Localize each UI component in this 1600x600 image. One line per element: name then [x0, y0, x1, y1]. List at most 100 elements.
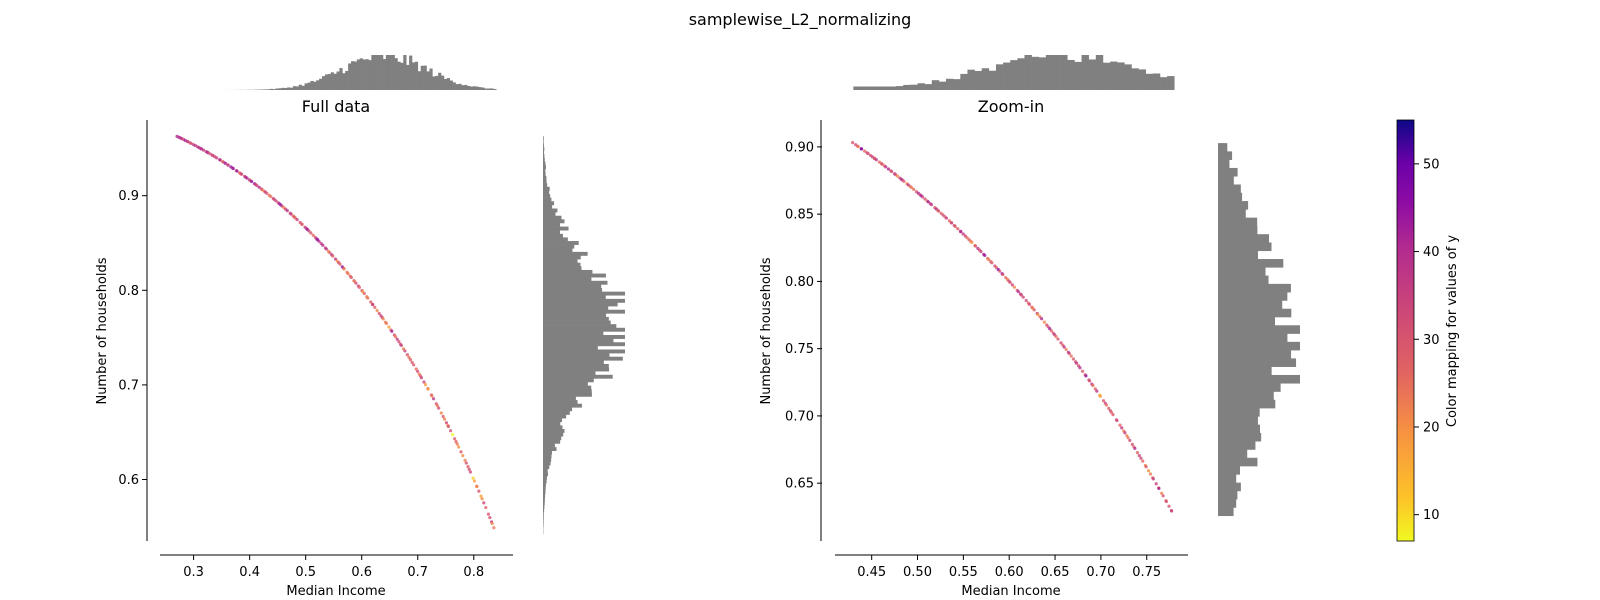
scatter-point — [457, 445, 461, 449]
scatter-point — [1021, 295, 1025, 299]
scatter-points-zoom-in — [851, 141, 1174, 513]
scatter-point — [949, 221, 954, 225]
histogram-bar — [411, 62, 416, 90]
x-tick-label: 0.55 — [949, 565, 978, 580]
histogram-bar — [1218, 432, 1262, 442]
histogram-bar — [1088, 59, 1097, 90]
scatter-point — [1101, 399, 1106, 403]
scatter-point — [1084, 374, 1088, 378]
x-tick-label: 0.7 — [407, 565, 428, 580]
scatter-point — [1071, 357, 1076, 361]
histogram-bar — [543, 277, 592, 282]
scatter-point — [403, 349, 407, 353]
histogram-bar — [543, 479, 547, 484]
scatter-point — [1010, 283, 1014, 287]
x-tick-label: 0.3 — [183, 565, 204, 580]
histogram-bar — [301, 85, 305, 90]
histogram-bar — [1218, 466, 1240, 475]
scatter-point — [998, 269, 1002, 273]
scatter-point — [1130, 442, 1134, 446]
histogram-bar — [543, 139, 544, 144]
histogram-bar — [543, 371, 596, 376]
scatter-point — [1059, 341, 1063, 345]
x-tick-label: 0.75 — [1132, 565, 1161, 580]
scatter-point — [324, 247, 329, 251]
scatter-point — [1128, 438, 1132, 443]
histogram-bar — [931, 80, 940, 90]
histogram-bar — [910, 84, 918, 90]
colorbar-tick-label: 20 — [1423, 420, 1440, 435]
scatter-point — [468, 470, 473, 474]
top-histogram-full-data — [205, 55, 497, 90]
x-tick-label: 0.5 — [295, 565, 316, 580]
scatter-point — [492, 526, 496, 530]
histogram-bar — [1167, 76, 1175, 90]
scatter-point — [1148, 472, 1153, 476]
histogram-bar — [298, 84, 302, 90]
histogram-bar — [1218, 482, 1241, 492]
histogram-bar — [455, 84, 459, 90]
scatter-point — [484, 505, 488, 510]
right-histogram-full-data — [543, 136, 625, 535]
histogram-bar — [394, 58, 398, 90]
scatter-point — [466, 465, 470, 469]
histogram-bar — [371, 55, 375, 90]
scatter-point — [295, 218, 299, 222]
histogram-bar — [1053, 55, 1061, 90]
histogram-bar — [543, 295, 606, 300]
histogram-bar — [295, 86, 300, 90]
scatter-point — [439, 411, 443, 415]
scatter-point — [448, 429, 453, 433]
histogram-bar — [307, 82, 311, 90]
scatter-point — [390, 329, 394, 333]
histogram-bar — [348, 63, 352, 90]
scatter-point — [269, 194, 273, 199]
histogram-bar — [543, 443, 555, 448]
histogram-bar — [1218, 457, 1258, 467]
histogram-bar — [543, 262, 581, 267]
scatter-point — [1064, 347, 1068, 352]
histogram-bar — [400, 62, 404, 90]
histogram-bar — [543, 392, 592, 397]
histogram-bar — [490, 88, 494, 90]
histogram-bar — [543, 320, 611, 325]
histogram-bar — [543, 353, 610, 357]
histogram-bar — [380, 55, 384, 90]
histogram-bar — [1218, 167, 1238, 177]
histogram-bar — [467, 85, 471, 90]
scatter-point — [944, 216, 949, 220]
histogram-bar — [478, 87, 482, 90]
histogram-bar — [543, 219, 565, 224]
histogram-bar — [321, 76, 326, 90]
scatter-point — [459, 450, 463, 454]
scatter-point — [1075, 361, 1079, 365]
scatter-point — [357, 285, 362, 289]
histogram-bar — [543, 439, 561, 444]
histogram-bar — [1218, 408, 1260, 417]
histogram-bar — [1218, 333, 1288, 343]
histogram-bar — [543, 483, 546, 488]
scatter-point — [393, 335, 398, 339]
histogram-bar — [1218, 176, 1234, 185]
scatter-point — [480, 497, 484, 501]
y-tick-label: 0.6 — [118, 473, 139, 488]
histogram-bar — [1218, 283, 1291, 293]
histogram-bar — [1102, 62, 1111, 90]
scatter-point — [349, 275, 353, 280]
histogram-bar — [543, 374, 613, 379]
scatter-point — [397, 340, 401, 344]
scatter-point — [1118, 423, 1122, 427]
histogram-bar — [1218, 424, 1261, 434]
colorbar-ticks: 10 20 30 40 50 — [1414, 157, 1440, 523]
histogram-bar — [409, 55, 413, 90]
x-tick-label: 0.4 — [239, 565, 260, 580]
histogram-bar — [1067, 59, 1075, 90]
histogram-bar — [917, 83, 925, 90]
scatter-point — [423, 383, 428, 387]
scatter-point — [377, 311, 381, 316]
scatter-point — [346, 271, 350, 276]
histogram-bar — [1218, 259, 1284, 268]
histogram-bar — [1081, 55, 1089, 90]
scatter-point — [979, 249, 983, 254]
scatter-point — [461, 453, 465, 458]
